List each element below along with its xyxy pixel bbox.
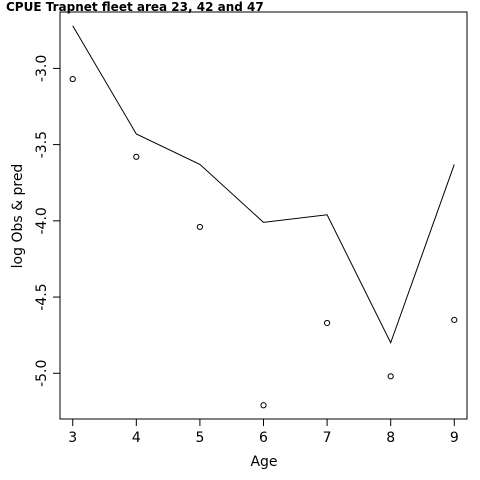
predicted-line (72, 25, 455, 345)
y-tick-label: -3.0 (34, 55, 50, 82)
y-axis: -5.0 -4.5 -4.0 -3.5 -3.0 (34, 55, 60, 387)
x-tick-label: 6 (259, 430, 268, 446)
x-axis: 3 4 5 6 7 8 9 (68, 419, 459, 446)
y-axis-label: log Obs & pred (10, 164, 26, 269)
y-tick-label: -4.5 (34, 283, 50, 310)
y-tick-label: -5.0 (34, 360, 50, 387)
x-axis-label: Age (250, 454, 277, 470)
observed-point (133, 153, 140, 160)
observed-point (196, 223, 204, 231)
x-tick-label: 3 (68, 430, 77, 446)
chart-title: CPUE Trapnet fleet area 23, 42 and 47 (6, 0, 264, 14)
observed-point (69, 75, 76, 83)
x-tick-label: 4 (132, 430, 141, 446)
y-tick-label: -4.0 (34, 207, 50, 234)
x-tick-label: 7 (323, 430, 332, 446)
x-tick-label: 9 (450, 430, 459, 446)
x-tick-label: 8 (386, 430, 395, 446)
plot-frame (59, 11, 468, 420)
y-tick-label: -3.5 (34, 131, 50, 158)
observed-point (323, 319, 331, 327)
observed-point (260, 402, 267, 409)
observed-point (451, 316, 458, 324)
x-tick-label: 5 (195, 430, 204, 446)
series-layer (69, 25, 458, 409)
observed-point (387, 373, 394, 380)
